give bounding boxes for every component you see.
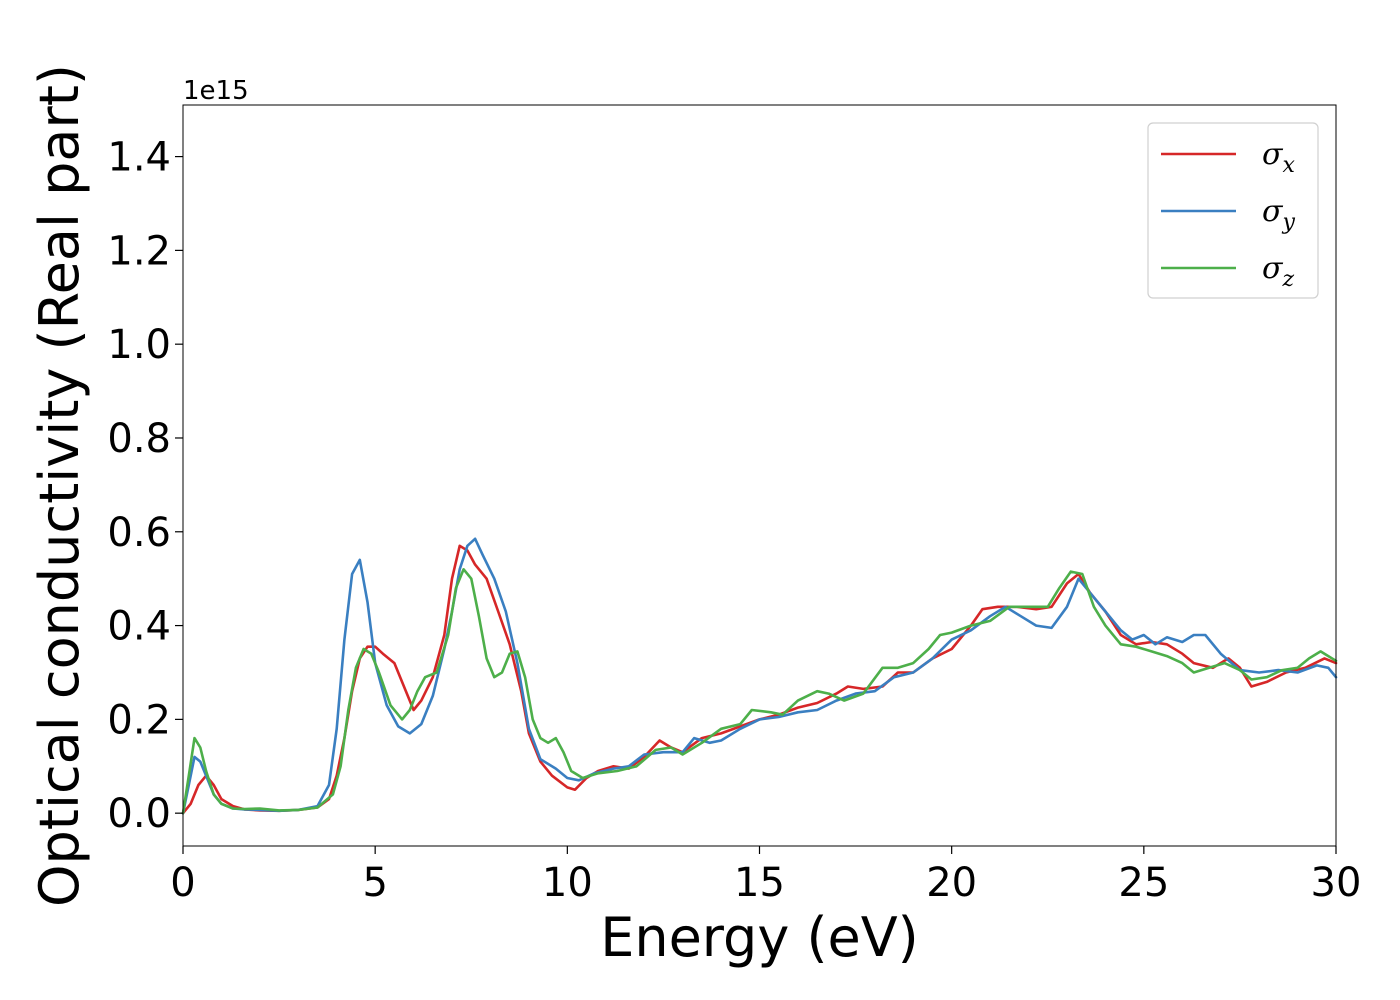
y-tick-label: 1.2 [107, 228, 171, 274]
y-tick-label: 0.2 [107, 697, 171, 743]
x-axis-ticks: 0 5 10 15 20 25 30 [170, 846, 1361, 906]
y-tick-label: 0.0 [107, 791, 171, 837]
y-axis-ticks: 0.0 0.2 0.4 0.6 0.8 1.0 1.2 1.4 [107, 135, 183, 837]
y-axis-label: Optical conductivity (Real part) [28, 64, 91, 907]
legend-label-symbol: σ [1262, 137, 1284, 172]
y-tick-label: 0.8 [107, 416, 171, 462]
series-line-sigma-x [181, 544, 1338, 815]
y-axis-offset-label: 1e15 [183, 76, 249, 106]
legend-label-subscript: z [1281, 267, 1294, 292]
x-tick-label: 0 [170, 860, 195, 906]
x-tick-label: 30 [1311, 860, 1362, 906]
y-tick-label: 1.4 [107, 135, 171, 181]
x-axis-label: Energy (eV) [600, 906, 919, 969]
legend-label-subscript: y [1281, 210, 1295, 235]
y-tick-label: 1.0 [107, 322, 171, 368]
y-tick-label: 0.4 [107, 604, 171, 650]
legend-label-symbol: σ [1262, 194, 1284, 229]
legend-label-symbol: σ [1262, 251, 1284, 286]
x-tick-label: 20 [926, 860, 977, 906]
legend-label-sigma-x: σx [1262, 137, 1295, 178]
legend-label-subscript: x [1282, 153, 1295, 178]
x-tick-label: 15 [734, 860, 785, 906]
legend-label-sigma-y: σy [1262, 194, 1295, 235]
y-tick-label: 0.6 [107, 510, 171, 556]
series-line-sigma-y [181, 537, 1338, 815]
x-tick-label: 25 [1118, 860, 1169, 906]
x-tick-label: 5 [362, 860, 387, 906]
series-line-sigma-z [181, 568, 1338, 815]
series-layer [181, 537, 1338, 815]
legend-label-sigma-z: σz [1262, 251, 1294, 292]
x-tick-label: 10 [542, 860, 593, 906]
